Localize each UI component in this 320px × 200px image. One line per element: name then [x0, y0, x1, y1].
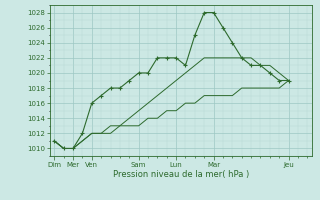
X-axis label: Pression niveau de la mer( hPa ): Pression niveau de la mer( hPa )	[113, 170, 249, 179]
